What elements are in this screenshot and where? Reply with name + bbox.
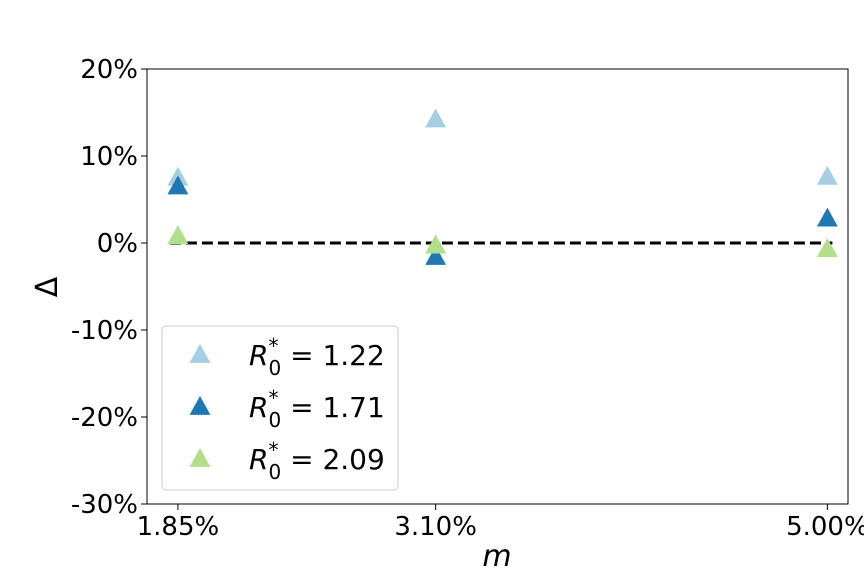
y-tick-label: 20%	[80, 55, 138, 85]
data-point-series-1-2	[425, 108, 447, 128]
legend-label-2: R* 0 = 1.71	[249, 386, 385, 432]
legend-marker-2	[189, 396, 211, 415]
data-point-series-3-1	[167, 225, 189, 244]
plot-border	[146, 68, 849, 505]
data-point-series-2-1	[167, 175, 189, 195]
data-point-series-3-3	[816, 238, 838, 258]
y-tick-label: -10%	[71, 316, 138, 346]
y-tick-label: -30%	[71, 490, 138, 520]
legend-marker-3	[189, 448, 211, 467]
y-tick-label: 10%	[80, 142, 138, 172]
legend-marker-1	[189, 344, 211, 363]
x-tick-label: 1.85%	[137, 512, 220, 542]
legend-box	[161, 325, 399, 491]
x-axis-ticks: 1.85% 3.10% 5.00%	[137, 504, 864, 542]
plot-frame	[146, 68, 849, 505]
y-axis-ticks: 20% 10% 0% -10% -20% -30%	[71, 55, 147, 520]
legend-label-3: R* 0 = 2.09	[249, 438, 385, 484]
x-axis-label: m	[482, 539, 511, 574]
x-tick-label: 3.10%	[394, 512, 477, 542]
x-tick-label: 5.00%	[786, 512, 864, 542]
data-point-series-3-2	[425, 234, 447, 254]
legend-label-1: R* 0 = 1.22	[249, 334, 385, 380]
y-tick-label: 0%	[97, 229, 138, 259]
data-points	[167, 108, 838, 265]
data-point-series-2-3	[816, 207, 838, 227]
y-tick-label: -20%	[71, 403, 138, 433]
legend: R* 0 = 1.22 R* 0 = 1.71 R* 0 = 2.09	[161, 325, 399, 491]
data-point-series-1-3	[816, 165, 838, 185]
data-point-series-2-2	[425, 245, 447, 265]
y-axis-label: Δ	[30, 276, 65, 297]
